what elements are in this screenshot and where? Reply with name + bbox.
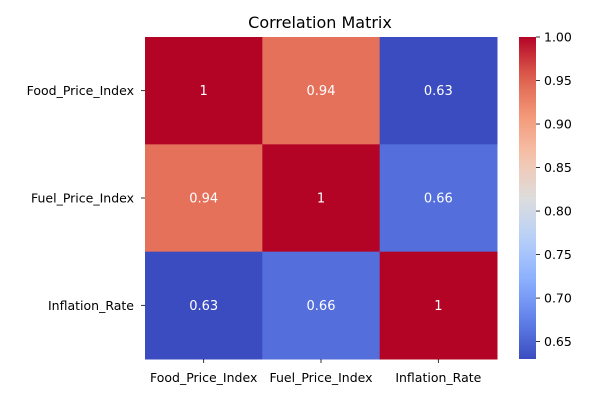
cell-value-label: 1 — [200, 84, 208, 99]
colorbar-tick-label: 0.65 — [544, 334, 572, 349]
heatmap-cell — [262, 144, 381, 253]
heatmap-cell — [262, 37, 381, 145]
heatmap-cell — [145, 144, 263, 253]
cell-value-label: 0.66 — [307, 299, 336, 314]
colorbar-tick-label: 1.00 — [544, 30, 572, 45]
y-tick-label: Fuel_Price_Index — [31, 191, 134, 206]
x-tick-label: Inflation_Rate — [395, 370, 481, 385]
cell-value-label: 0.66 — [424, 192, 453, 207]
x-tick-label: Fuel_Price_Index — [270, 370, 373, 385]
cell-value-label: 1 — [317, 192, 325, 207]
colorbar: 0.65 0.70 0.75 0.80 0.85 0.90 0.95 1.00 — [519, 30, 572, 359]
x-tick-labels: Food_Price_Index Fuel_Price_Index Inflatio… — [150, 359, 482, 385]
cell-value-label: 0.63 — [424, 84, 453, 99]
y-tick-labels: Food_Price_Index Fuel_Price_Index Inflatio… — [27, 83, 145, 313]
colorbar-tick-label: 0.90 — [544, 117, 572, 132]
heatmap-cell — [379, 37, 498, 145]
colorbar-tick-label: 0.80 — [544, 204, 572, 219]
heatmap-cell — [145, 251, 263, 360]
x-tick-label: Food_Price_Index — [150, 370, 257, 385]
colorbar-tick-label: 0.70 — [544, 291, 572, 306]
heatmap-cell — [379, 251, 498, 360]
colorbar-gradient — [519, 37, 536, 359]
heatmap-cell — [379, 144, 498, 253]
y-tick-label: Inflation_Rate — [48, 298, 134, 313]
heatmap-cells: 1 0.94 0.63 0.94 1 0.66 0.63 0.66 1 — [145, 37, 498, 360]
colorbar-tick-label: 0.75 — [544, 247, 572, 262]
colorbar-tick-label: 0.95 — [544, 73, 572, 88]
cell-value-label: 0.63 — [189, 299, 218, 314]
cell-value-label: 0.94 — [189, 192, 218, 207]
chart-title: Correlation Matrix — [248, 13, 392, 32]
cell-value-label: 1 — [434, 299, 442, 314]
heatmap-cell — [145, 37, 263, 145]
heatmap-cell — [262, 251, 381, 360]
colorbar-tick-label: 0.85 — [544, 160, 572, 175]
y-tick-label: Food_Price_Index — [27, 83, 134, 98]
cell-value-label: 0.94 — [307, 84, 336, 99]
